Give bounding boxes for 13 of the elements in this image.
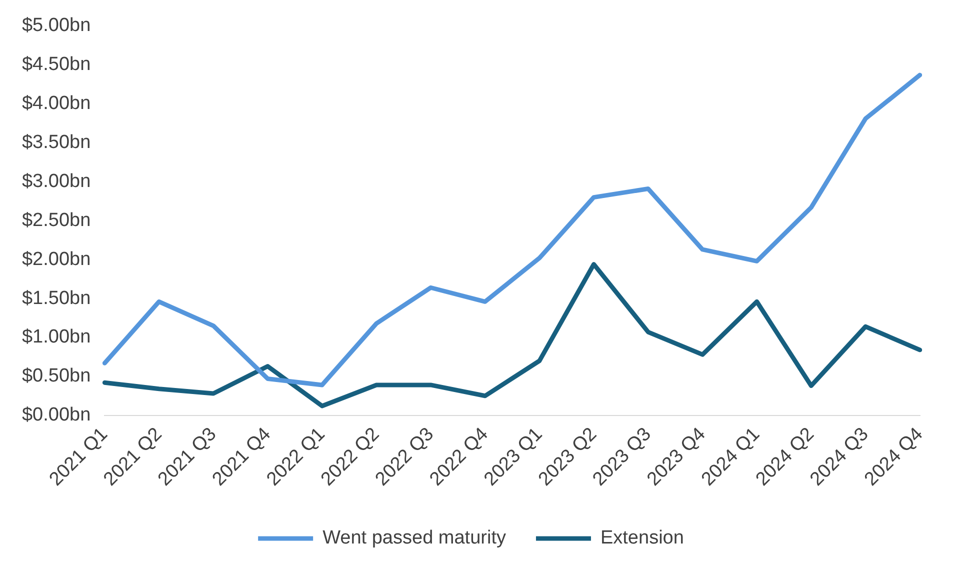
legend-label: Extension [600, 528, 684, 549]
y-tick-label: $0.00bn [22, 404, 91, 426]
y-tick-label: $3.00bn [22, 170, 91, 192]
y-tick-label: $4.50bn [22, 54, 91, 76]
y-tick-label: $1.50bn [22, 288, 91, 309]
legend-label: Went passed maturity [322, 528, 506, 549]
y-tick-label: $5.00bn [22, 15, 91, 36]
y-tick-label: $2.00bn [22, 248, 91, 270]
y-tick-label: $1.00bn [22, 326, 91, 348]
y-tick-label: $0.50bn [22, 366, 91, 387]
y-tick-label: $2.50bn [22, 210, 91, 231]
y-tick-label: $4.00bn [22, 93, 91, 114]
y-tick-label: $3.50bn [22, 132, 91, 154]
